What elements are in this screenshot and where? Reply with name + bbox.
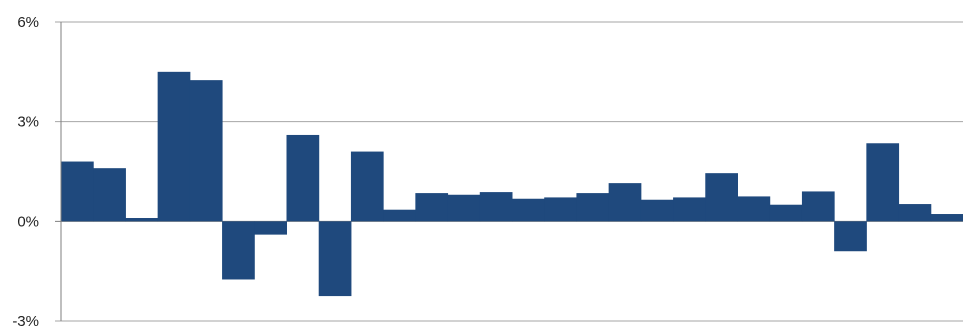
- bar: [640, 199, 674, 222]
- bar: [544, 197, 577, 222]
- bar: [254, 221, 287, 235]
- bar: [157, 71, 191, 222]
- y-tick-label: 3%: [17, 114, 39, 131]
- bar: [512, 198, 545, 222]
- bar: [737, 196, 771, 222]
- bar: [834, 221, 867, 252]
- bar: [189, 80, 223, 222]
- bar: [222, 221, 255, 280]
- bar: [125, 218, 159, 222]
- bar: [286, 134, 320, 222]
- bar: [415, 193, 449, 222]
- bars: [61, 71, 963, 297]
- y-tick-label: 0%: [17, 213, 39, 230]
- bar: [705, 173, 738, 222]
- y-tick-labels: 6% 3% 0% -3%: [12, 14, 39, 329]
- bar: [673, 197, 706, 222]
- bar: [93, 168, 126, 222]
- bar: [769, 204, 803, 222]
- bar: [801, 191, 835, 222]
- bar: [898, 204, 932, 222]
- bar: [866, 143, 900, 222]
- bar: [576, 193, 610, 222]
- bar: [447, 194, 481, 222]
- bar: [383, 209, 416, 222]
- bar: [479, 192, 513, 222]
- y-tick-label: -3%: [12, 313, 39, 329]
- bar: [318, 221, 352, 297]
- y-tick-label: 6%: [17, 14, 39, 31]
- bar: [61, 161, 94, 222]
- bar: [930, 214, 963, 222]
- bar: [608, 183, 642, 222]
- bar: [350, 151, 384, 222]
